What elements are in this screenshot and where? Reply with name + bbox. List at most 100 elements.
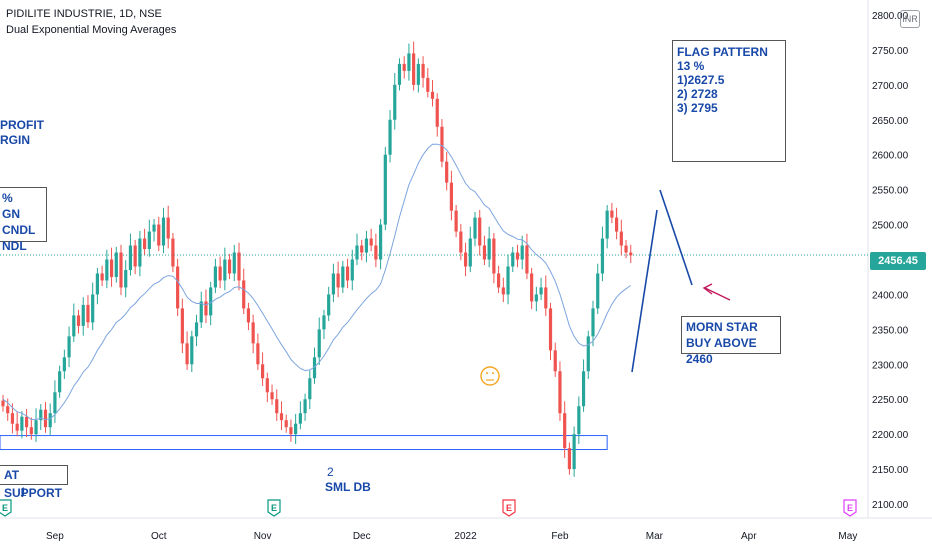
neutral-face-icon [480,366,500,386]
candle-body [567,448,571,470]
candle-body [345,266,350,281]
y-tick-label: 2650.00 [872,116,909,127]
candle-body [473,217,477,239]
last-price-badge: 2456.45 [870,252,926,270]
candle-body [261,364,265,379]
candle-body [581,371,586,407]
candle-body [430,91,435,99]
candle-body [39,409,43,421]
candle-body [591,308,595,337]
y-tick-label: 2350.00 [872,325,909,336]
candle-body [303,399,307,414]
indicator-title: Dual Exponential Moving Averages [6,24,177,36]
earnings-event-icon [843,499,857,517]
candle-body [563,413,567,449]
candle-body [53,392,57,414]
flag-target-3: 3) 2795 [677,101,718,115]
candle-body [421,63,425,78]
candle-body [147,231,151,250]
candle-body [265,378,269,393]
candle-body [91,294,95,323]
candle-body [350,259,354,281]
y-tick-label: 2700.00 [872,81,909,92]
y-tick-label: 2500.00 [872,221,909,232]
candle-body [331,273,335,295]
candle-body [15,423,19,431]
candle-body [548,308,553,351]
candle-body [520,245,524,260]
event-letter: E [271,503,277,513]
candle-body [544,287,548,309]
candle-body [605,210,609,239]
sml-db-label: SML DB [325,480,371,494]
candle-body [246,308,251,323]
candle-body [572,434,576,470]
candle-body [322,315,326,330]
candle-body [360,245,364,253]
candle-body [251,322,255,344]
candle-body [143,238,147,250]
x-tick-label: Feb [551,531,569,542]
candle-body [478,217,482,246]
candle-body [86,304,90,323]
candle-body [29,427,33,435]
candle-body [463,252,468,267]
candle-body [34,420,38,435]
candle-body [308,378,312,400]
y-tick-label: 2300.00 [872,360,909,371]
candle-body [610,210,614,218]
support-label: AT SUPPORT [4,468,63,500]
profit-text: PROFIT [0,118,44,132]
candle-body [209,287,213,316]
marker-one: 1 [20,485,27,499]
flag-pattern-box: FLAG PATTERN 13 % 1)2627.5 2) 2728 3) 27… [672,40,786,162]
support-label-box: AT SUPPORT [0,465,68,500]
candle-body [138,238,142,267]
candle-body [454,210,458,232]
candle-body [81,304,85,326]
candle-body [100,273,104,281]
candle-body [515,252,520,260]
candle-body [213,266,217,288]
candle-body [124,269,128,288]
candle-body [72,315,76,337]
candle-body [43,409,48,428]
x-tick-label: Nov [254,531,272,542]
candle-body [412,53,416,85]
candle-body [482,245,487,260]
left-profit-note: PROFIT RGIN [0,118,44,148]
neutral-face-eye [486,372,488,374]
candle-body [62,357,66,372]
flag-trendline-up [631,209,658,373]
candle-body [586,336,590,372]
x-tick-label: Dec [353,531,371,542]
event-letter: E [2,503,8,513]
candle-body [10,413,15,424]
y-tick-label: 2400.00 [872,290,909,301]
support-zone-box [0,435,608,451]
candle-body [317,329,321,358]
earnings-event-icon [502,499,516,517]
candle-body [161,217,166,246]
candle-body [109,259,114,277]
candle-body [114,252,118,277]
candle-body [497,273,501,288]
candle-body [435,98,439,127]
marker-two: 2 [327,465,334,479]
flag-target-1: 1)2627.5 [677,73,725,87]
candle-body [275,399,279,414]
candle-body [364,238,369,253]
candle-body [166,217,170,239]
candle-body [468,238,472,267]
event-letter: E [847,503,853,513]
candle-body [596,273,600,309]
flag-title: FLAG PATTERN 13 % [677,45,768,73]
candle-body [218,266,222,281]
currency-badge[interactable]: INR [900,10,920,28]
candle-body [388,119,392,155]
candle-body [369,238,373,246]
flag-trendline-down [659,189,693,286]
x-tick-label: Sep [46,531,64,542]
